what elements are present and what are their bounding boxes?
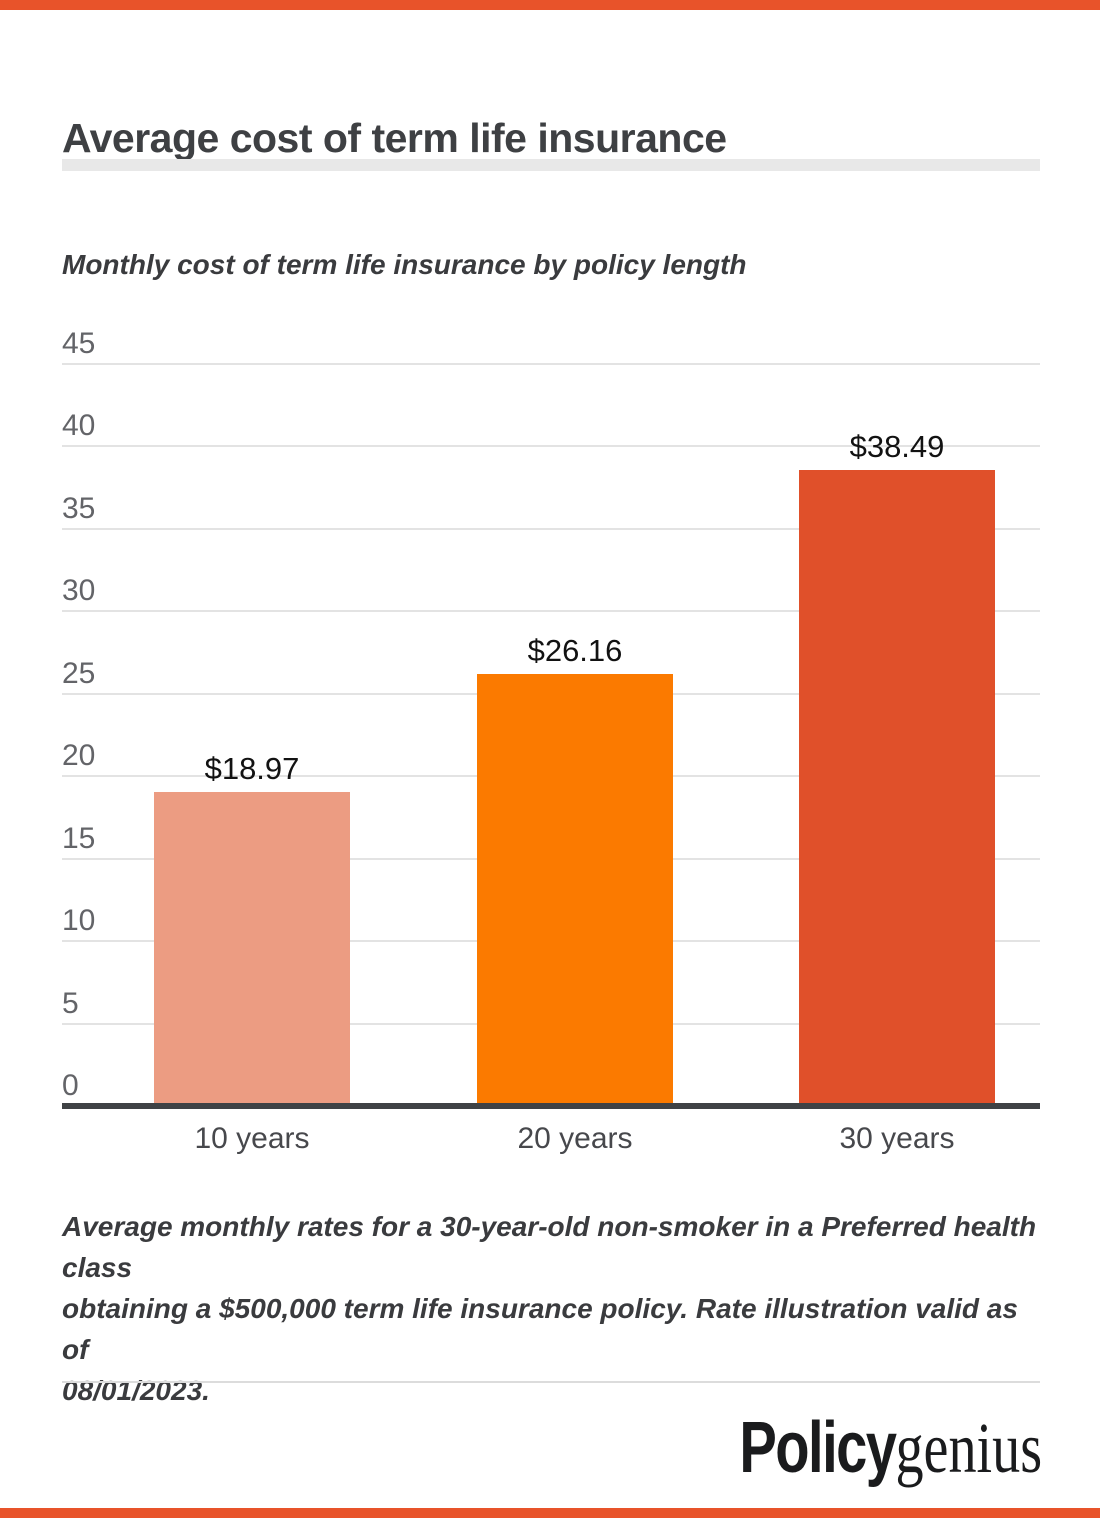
bar-value-label: $26.16 — [527, 632, 623, 668]
brand-logo-bold: Policy — [739, 1408, 897, 1488]
y-axis-tick-label: 0 — [62, 1069, 79, 1102]
logo-divider — [62, 1381, 1040, 1383]
bar-value-label: $38.49 — [849, 429, 945, 465]
x-axis-category-label: 20 years — [517, 1122, 633, 1155]
bar-value-label: $18.97 — [204, 751, 300, 787]
y-axis-tick-label: 35 — [62, 491, 96, 525]
x-axis-category-label: 10 years — [194, 1122, 310, 1155]
bar-chart: 0 5 10 15 20 25 30 35 40 45 $18.97 10 years $26.16 20… — [62, 329, 1040, 1155]
footnote-line: Average monthly rates for a 30-year-old … — [62, 1211, 1037, 1283]
gridline — [62, 363, 1040, 365]
footnote-line: obtaining a $500,000 term life insurance… — [62, 1293, 1018, 1365]
footnote: Average monthly rates for a 30-year-old … — [62, 1206, 1042, 1411]
y-axis-tick-label: 30 — [62, 574, 96, 608]
chart-subtitle: Monthly cost of term life insurance by p… — [62, 249, 747, 280]
y-axis-tick-label: 5 — [62, 986, 79, 1020]
title-divider — [62, 159, 1040, 171]
x-axis-category-label: 30 years — [839, 1122, 955, 1155]
x-axis-baseline — [62, 1103, 1040, 1109]
top-accent-strip — [0, 0, 1100, 10]
bar-20-years — [477, 673, 673, 1105]
gridline — [62, 610, 1040, 613]
brand-logo: Policygenius — [739, 1412, 1042, 1484]
bottom-accent-strip — [0, 1508, 1100, 1518]
page-title: Average cost of term life insurance — [62, 115, 727, 162]
y-axis-tick-label: 25 — [62, 656, 96, 690]
footnote-line: 08/01/2023. — [62, 1375, 210, 1406]
bar-10-years — [154, 792, 350, 1105]
bar-30-years — [799, 470, 995, 1105]
y-axis-tick-label: 45 — [62, 327, 96, 360]
y-axis-tick-label: 10 — [62, 904, 96, 938]
brand-logo-serif: genius — [895, 1408, 1042, 1488]
y-axis-tick-label: 15 — [62, 821, 96, 855]
y-axis-tick-label: 40 — [62, 409, 96, 443]
y-axis-tick-label: 20 — [62, 739, 96, 773]
gridline — [62, 445, 1040, 448]
gridline — [62, 527, 1040, 530]
